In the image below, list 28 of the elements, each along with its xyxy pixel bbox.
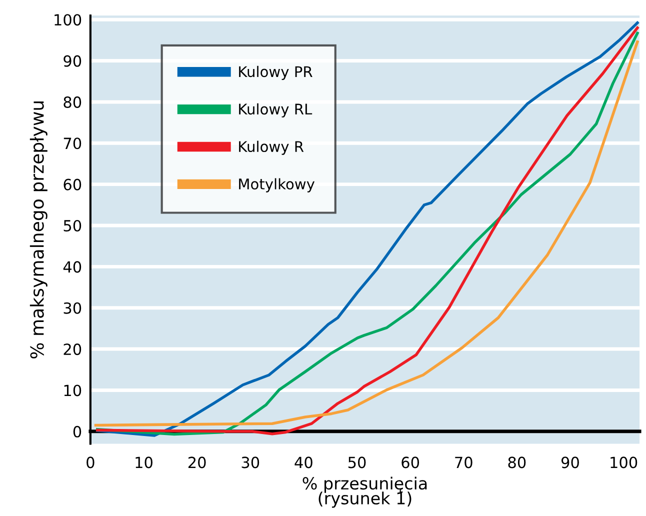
- x-tick-label: 70: [455, 456, 472, 468]
- x-axis-title: % przesunięcia (rysunek 1): [302, 476, 427, 508]
- x-tick-label: 40: [294, 456, 312, 468]
- x-tick-label: 50: [348, 456, 366, 468]
- x-tick-label: 30: [242, 456, 260, 468]
- legend-label: Kulowy PR: [239, 66, 312, 80]
- y-tick-label: 50: [64, 220, 82, 232]
- x-tick-label: 90: [561, 456, 579, 468]
- x-tick-label: 20: [188, 456, 206, 468]
- y-tick-label: 90: [64, 55, 82, 67]
- y-tick-label: 80: [64, 96, 82, 108]
- y-tick-label: 0: [73, 426, 82, 438]
- y-tick-label: 70: [64, 138, 82, 150]
- y-tick-label: 30: [64, 302, 82, 314]
- legend-label: Kulowy R: [239, 140, 304, 155]
- legend-label: Motylkowy: [239, 178, 315, 192]
- y-tick-label: 40: [63, 261, 82, 273]
- legend-label: Kulowy RL: [239, 103, 312, 118]
- y-tick-label: 100: [54, 14, 82, 26]
- y-tick-label: 10: [64, 384, 82, 396]
- y-tick-label: 60: [64, 178, 82, 190]
- x-tick-label: 60: [402, 456, 420, 468]
- x-tick-label: 0: [86, 456, 94, 468]
- y-axis-title: % maksymalnego przepływu: [30, 102, 48, 358]
- x-tick-label: 80: [508, 456, 526, 468]
- x-tick-label: 100: [610, 456, 638, 468]
- y-tick-label: 20: [64, 344, 82, 356]
- x-tick-label: 10: [136, 456, 152, 468]
